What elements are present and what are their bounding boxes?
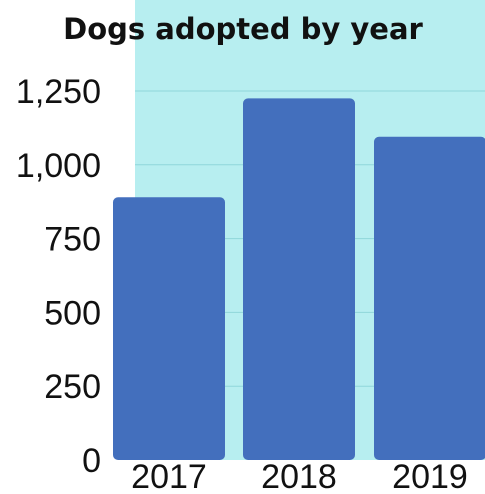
y-tick-label-0: 0 [82, 442, 101, 480]
bar-2018 [243, 98, 355, 460]
x-axis-tick-labels: 2017 2018 2019 [131, 458, 468, 494]
y-tick-label-250: 250 [44, 368, 101, 406]
x-tick-label-2017: 2017 [131, 458, 207, 494]
bar-2017 [113, 197, 225, 460]
y-axis-tick-labels: 0 250 500 750 1,000 1,250 [16, 73, 101, 480]
bar-2019 [374, 136, 485, 460]
y-tick-label-500: 500 [44, 294, 101, 332]
y-tick-label-750: 750 [44, 221, 101, 259]
y-tick-label-1250: 1,250 [16, 73, 101, 111]
x-tick-label-2018: 2018 [261, 458, 337, 494]
x-tick-label-2019: 2019 [392, 458, 468, 494]
bars [113, 98, 485, 460]
chart-title: Dogs adopted by year [63, 12, 423, 46]
y-tick-label-1000: 1,000 [16, 147, 101, 185]
